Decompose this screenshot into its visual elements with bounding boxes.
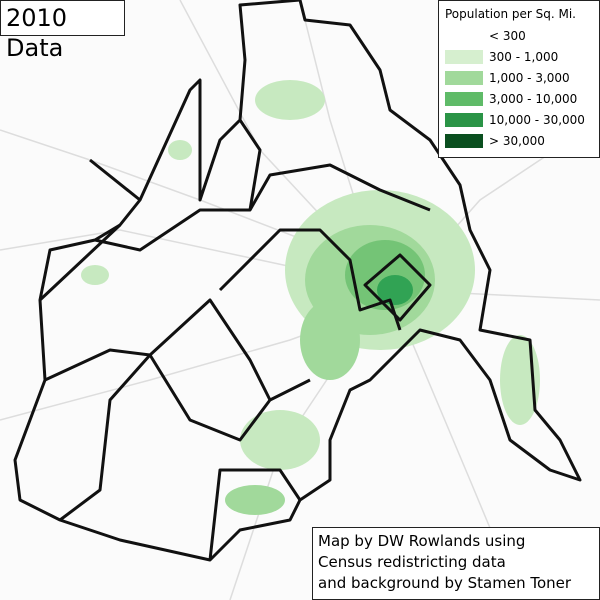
legend-item: 1,000 - 3,000 [445, 67, 593, 88]
legend-label: < 300 [489, 28, 526, 43]
legend-swatch [445, 112, 483, 127]
legend-label: 3,000 - 10,000 [489, 91, 578, 106]
legend-items: < 300 300 - 1,000 1,000 - 3,000 3,000 - 10,… [445, 25, 593, 151]
legend-label: 300 - 1,000 [489, 49, 559, 64]
legend-item: 3,000 - 10,000 [445, 88, 593, 109]
legend-swatch [445, 91, 483, 106]
credit: Map by DW Rowlands using Census redistri… [312, 527, 600, 600]
legend-label: > 30,000 [489, 133, 545, 148]
population-areas [81, 80, 540, 515]
legend: Population per Sq. Mi. < 300 300 - 1,000 1… [438, 0, 600, 158]
district-boundaries [13, 0, 582, 562]
legend-swatch [445, 28, 483, 43]
credit-line: and background by Stamen Toner [318, 574, 572, 592]
legend-label: 10,000 - 30,000 [489, 112, 585, 127]
credit-line: Map by DW Rowlands using [318, 532, 526, 550]
legend-title: Population per Sq. Mi. [445, 7, 576, 21]
legend-item: < 300 [445, 25, 593, 46]
legend-item: > 30,000 [445, 130, 593, 151]
legend-item: 10,000 - 30,000 [445, 109, 593, 130]
legend-swatch [445, 49, 483, 64]
legend-item: 300 - 1,000 [445, 46, 593, 67]
legend-swatch [445, 70, 483, 85]
title: 2010 Data [0, 0, 125, 62]
credit-line: Census redistricting data [318, 553, 506, 571]
legend-label: 1,000 - 3,000 [489, 70, 570, 85]
legend-swatch [445, 133, 483, 148]
